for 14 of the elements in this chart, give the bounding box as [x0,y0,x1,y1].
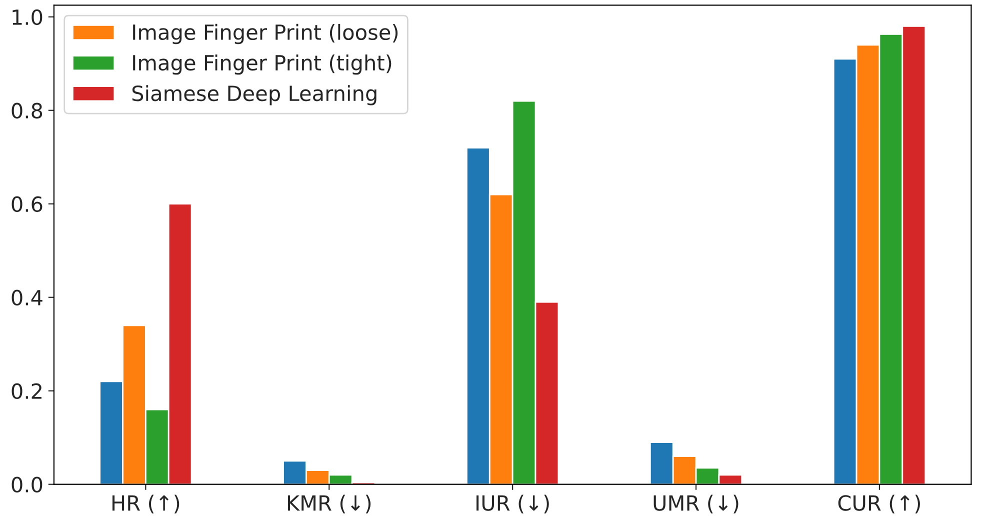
legend-label: Image Finger Print (loose) [133,24,398,44]
y-tick-label: 1.0 [12,9,42,26]
y-tick-label: 0.2 [12,383,42,400]
y-tick-label: 0.8 [12,102,42,119]
x-tick-label: CUR (↑) [838,494,920,514]
legend-label: Siamese Deep Learning [132,85,376,106]
x-tick-label: HR (↑) [112,494,180,514]
y-tick-label: 0.4 [12,290,42,306]
x-tick-label: KMR (↓) [288,494,371,514]
legend-label: Image Finger Print (tight) [133,54,392,75]
y-tick-label: 0.6 [12,196,42,212]
x-tick-label: UMR (↓) [654,494,738,514]
y-tick-label: 0.0 [12,476,42,493]
x-tick-label: IUR (↓) [476,494,549,514]
